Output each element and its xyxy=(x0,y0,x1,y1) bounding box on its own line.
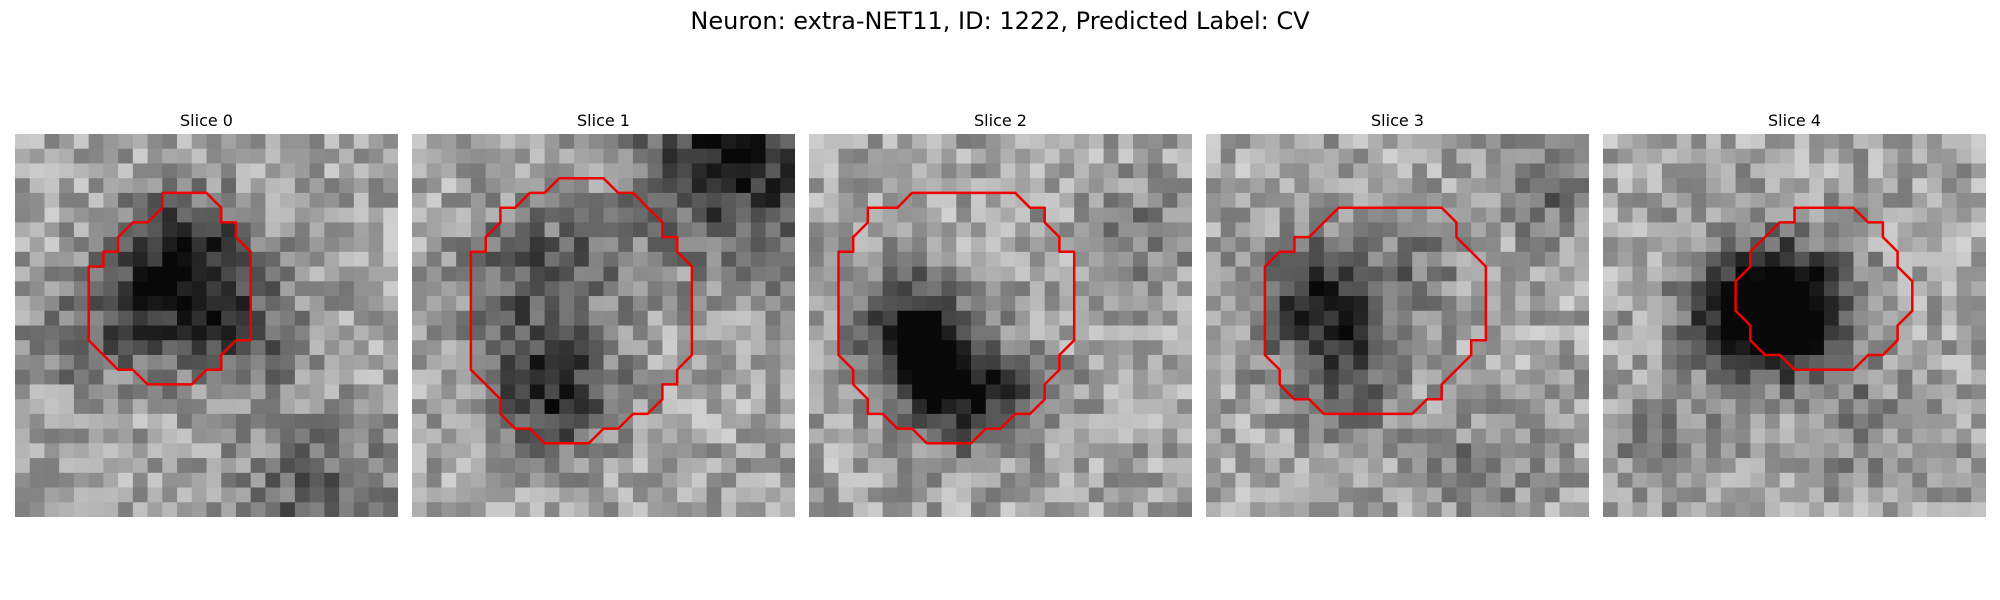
slice-panel-4: Slice 4 xyxy=(1603,108,1986,517)
slice-title: Slice 4 xyxy=(1603,108,1986,134)
slice-image xyxy=(1603,134,1986,517)
slice-image xyxy=(412,134,795,517)
slice-image xyxy=(1206,134,1589,517)
slice-title: Slice 0 xyxy=(15,108,398,134)
slice-panel-2: Slice 2 xyxy=(809,108,1192,517)
slice-title: Slice 1 xyxy=(412,108,795,134)
slice-panel-0: Slice 0 xyxy=(15,108,398,517)
slice-title: Slice 2 xyxy=(809,108,1192,134)
slice-image xyxy=(15,134,398,517)
slice-panel-1: Slice 1 xyxy=(412,108,795,517)
figure-title: Neuron: extra-NET11, ID: 1222, Predicted… xyxy=(0,7,2000,35)
slice-image xyxy=(809,134,1192,517)
slice-title: Slice 3 xyxy=(1206,108,1589,134)
slice-panel-3: Slice 3 xyxy=(1206,108,1589,517)
